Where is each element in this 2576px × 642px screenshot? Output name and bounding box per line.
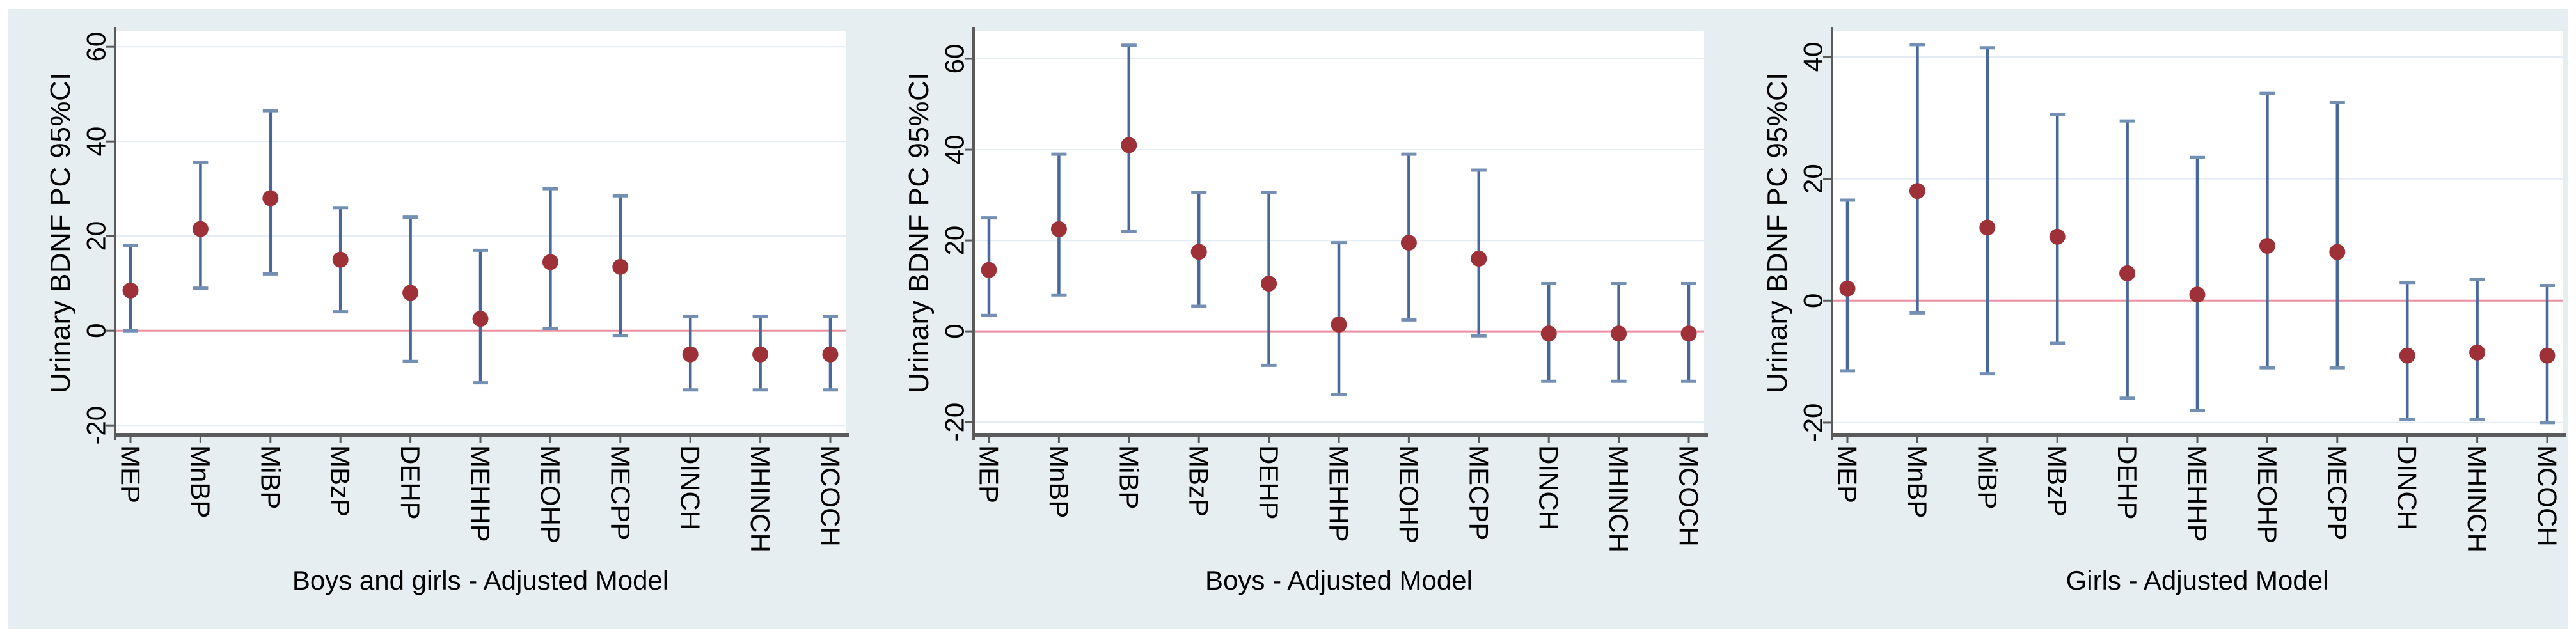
y-tick-label: 60 [940, 44, 970, 74]
x-category-label: MCOCH [1674, 445, 1704, 547]
panel-boys: -20 0 20 40 60 MEP MnBP MiBP MBzP DEHP MEHHP MEOHP M… [858, 0, 1718, 642]
x-category-label: DINCH [2392, 445, 2422, 530]
y-tick-label: 20 [940, 226, 970, 256]
x-category-label: MHINCH [745, 445, 775, 552]
point-marker [1121, 137, 1137, 153]
point-marker [542, 254, 558, 270]
point-marker [2539, 347, 2556, 364]
panel-girls: -20 0 20 40 MEP MnBP MiBP MBzP DEHP MEHHP MEOHP MEC… [1717, 0, 2576, 642]
point-marker [1190, 244, 1207, 260]
point-marker [2469, 344, 2486, 361]
x-category-label: MCOCH [816, 445, 846, 547]
y-tick-label: 40 [1798, 42, 1828, 72]
point-marker [192, 221, 209, 237]
y-tick-label: -20 [940, 403, 970, 442]
point-marker [612, 258, 629, 275]
y-tick-label: 0 [940, 324, 970, 338]
x-category-label: DINCH [676, 445, 706, 530]
x-category-label: MEHHP [466, 445, 496, 542]
x-category-label: MEOHP [535, 445, 565, 544]
x-category-label: MEP [116, 445, 146, 503]
point-marker [1909, 183, 1925, 200]
point-marker [262, 190, 279, 207]
y-tick-label: 20 [1798, 164, 1828, 194]
x-category-label: MEP [1833, 445, 1863, 503]
x-category-label: MCOCH [2533, 445, 2563, 547]
x-category-label: MHINCH [1604, 445, 1634, 552]
errorbar-chart-girls: -20 0 20 40 MEP MnBP MiBP MBzP DEHP MEHHP MEOHP MEC… [1798, 27, 2566, 552]
point-marker [752, 346, 769, 363]
x-category-label: MEP [974, 445, 1004, 503]
y-tick-label: -20 [81, 406, 111, 445]
point-marker [1680, 325, 1697, 342]
point-marker [402, 285, 419, 301]
x-category-label: MnBP [1044, 445, 1074, 518]
point-marker [1050, 221, 1067, 237]
x-category-label: MHINCH [2462, 445, 2492, 552]
y-tick-label: 60 [81, 32, 111, 62]
x-category-label: MEOHP [1394, 445, 1424, 544]
panel-caption: Boys and girls - Adjusted Model [292, 565, 669, 595]
y-axis-title: Urinary BDNF PC 95%CI [1762, 72, 1793, 393]
x-category-label: MEHHP [1324, 445, 1354, 542]
x-category-label: DEHP [2112, 445, 2142, 520]
point-marker [1839, 280, 1856, 297]
point-marker [1471, 250, 1487, 267]
point-marker [682, 346, 699, 363]
point-marker [2399, 347, 2415, 364]
x-category-label: MECPP [1464, 445, 1494, 540]
y-tick-label: 40 [940, 135, 970, 165]
x-category-label: DEHP [395, 445, 425, 520]
x-category-label: MBzP [1184, 445, 1214, 517]
y-axis-title: Urinary BDNF PC 95%CI [903, 72, 935, 393]
point-marker [1261, 276, 1277, 292]
y-tick-label: 20 [81, 221, 111, 251]
errorbar-chart-boys: -20 0 20 40 60 MEP MnBP MiBP MBzP DEHP MEHHP MEOHP M… [940, 27, 1708, 552]
panel-boys-and-girls: -20 0 20 40 60 MEP MnBP MiBP MBzP DEHP MEHHP MEOHP M… [0, 0, 859, 642]
point-marker [2329, 244, 2346, 260]
y-tick-label: -20 [1798, 403, 1828, 442]
point-marker [2119, 265, 2136, 281]
y-tick-label: 0 [81, 324, 111, 338]
point-marker [1331, 316, 1347, 333]
point-marker [1400, 235, 1417, 251]
x-category-label: DEHP [1254, 445, 1284, 520]
errorbar-chart-boys-and-girls: -20 0 20 40 60 MEP MnBP MiBP MBzP DEHP MEHHP MEOHP M… [81, 27, 849, 552]
panel-caption: Girls - Adjusted Model [2066, 565, 2329, 595]
x-category-label: MECPP [605, 445, 635, 540]
x-category-label: MnBP [1902, 445, 1932, 518]
x-category-label: MEHHP [2183, 445, 2213, 542]
point-marker [2049, 228, 2066, 245]
point-marker [1611, 325, 1627, 342]
x-category-label: MiBP [1972, 445, 2002, 509]
point-marker [332, 251, 349, 268]
point-marker [472, 311, 489, 327]
x-category-label: MBzP [326, 445, 356, 517]
x-category-label: MEOHP [2252, 445, 2282, 544]
y-tick-label: 40 [81, 127, 111, 157]
x-category-label: MnBP [186, 445, 216, 518]
y-axis-title: Urinary BDNF PC 95%CI [45, 72, 76, 393]
x-category-label: DINCH [1534, 445, 1564, 530]
point-marker [2259, 237, 2275, 254]
panel-caption: Boys - Adjusted Model [1205, 565, 1473, 595]
x-category-label: MiBP [1114, 445, 1144, 509]
y-tick-label: 0 [1798, 294, 1828, 308]
point-marker [1979, 219, 1996, 236]
point-marker [981, 262, 997, 278]
point-marker [122, 282, 139, 299]
point-marker [1540, 325, 1557, 342]
x-category-label: MiBP [255, 445, 285, 509]
x-category-label: MBzP [2043, 445, 2073, 517]
point-marker [2189, 286, 2206, 303]
x-category-label: MECPP [2322, 445, 2352, 540]
point-marker [822, 346, 839, 363]
